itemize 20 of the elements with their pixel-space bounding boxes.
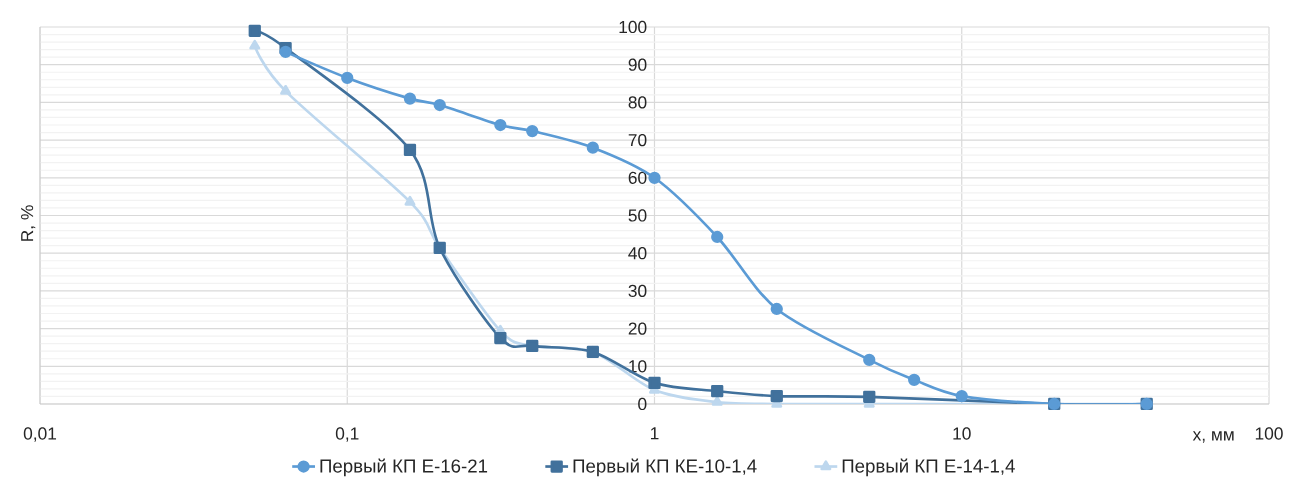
y-tick-label: 40 <box>628 247 647 260</box>
y-tick-label: 0 <box>638 397 647 411</box>
y-tick-label: 100 <box>619 20 647 34</box>
y-tick-label: 70 <box>628 133 647 147</box>
y-axis-title: R, % <box>21 205 36 241</box>
legend-label: Первый КП КЕ-10-1,4 <box>573 458 757 477</box>
x-tick-label: 10 <box>953 427 971 440</box>
x-tick-label: 0,01 <box>23 427 57 442</box>
x-axis-title: x, мм <box>1192 431 1234 443</box>
legend-label: Первый КП Е-14-1,4 <box>842 458 1015 477</box>
y-tick-label: 90 <box>628 58 647 71</box>
y-tick-label: 30 <box>628 284 647 298</box>
x-tick-label: 1 <box>651 427 659 440</box>
x-tick-label: 100 <box>1255 427 1283 440</box>
y-tick-label: 50 <box>628 209 647 222</box>
y-tick-label: 60 <box>628 171 647 184</box>
legend-label: Первый КП Е-16-21 <box>320 458 488 477</box>
y-tick-label: 20 <box>628 322 647 335</box>
x-tick-label: 0,1 <box>335 427 359 442</box>
y-tick-label: 80 <box>628 96 647 109</box>
